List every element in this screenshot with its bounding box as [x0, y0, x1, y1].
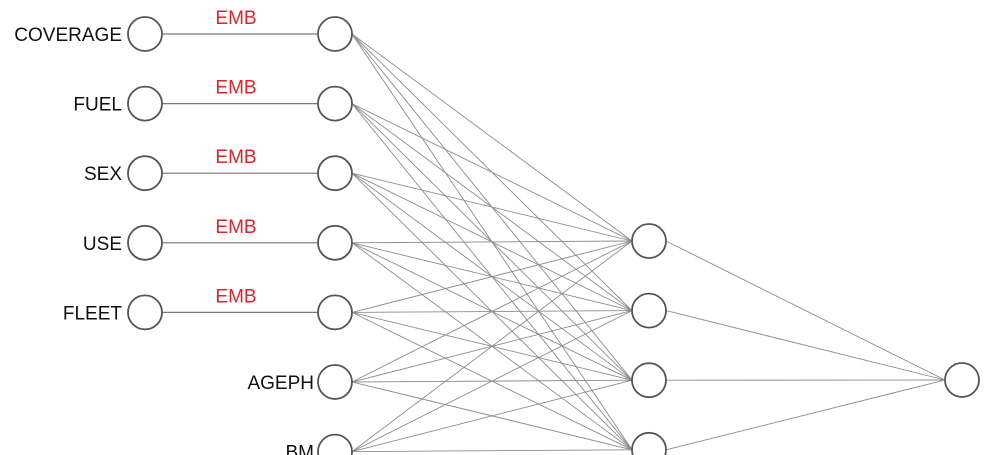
hidden-node: [631, 223, 667, 259]
edge-layer1-5-0: [351, 240, 633, 383]
categorical-input-node: [127, 294, 163, 331]
network-nodes: [127, 16, 980, 455]
edge-layer1-3-0: [351, 240, 633, 244]
edge-layer1-1-0: [351, 103, 633, 242]
hidden-node: [631, 292, 667, 329]
edge-layer1-2-0: [351, 172, 633, 242]
edge-hidden-output-0: [665, 240, 946, 381]
embedding-node: [317, 224, 353, 261]
edge-hidden-output-1: [665, 310, 946, 381]
categorical-input-label: COVERAGE: [14, 25, 122, 46]
continuous-input-label: AGEPH: [247, 373, 314, 394]
connection-edges: [162, 33, 946, 453]
categorical-input-node: [127, 224, 163, 261]
edge-layer1-0-0: [351, 33, 633, 242]
categorical-input-node: [127, 155, 163, 192]
categorical-input-label: USE: [83, 234, 122, 255]
embedding-edge-label: EMB: [215, 78, 256, 99]
continuous-input-label: BM: [286, 443, 315, 455]
embedding-edge-label: EMB: [215, 147, 256, 168]
continuous-input-node: [317, 364, 353, 400]
embedding-node: [317, 155, 353, 192]
embedding-node: [317, 16, 353, 52]
embedding-node: [317, 85, 353, 122]
edge-hidden-output-3: [665, 379, 946, 451]
continuous-input-node: [317, 433, 353, 455]
categorical-input-label: FLEET: [63, 303, 123, 324]
embedding-node: [317, 294, 353, 331]
edge-layer1-4-0: [351, 240, 633, 313]
categorical-input-node: [127, 85, 163, 122]
hidden-node: [631, 431, 667, 455]
edge-layer1-6-3: [351, 449, 633, 453]
edge-layer1-6-0: [351, 240, 633, 452]
categorical-input-node: [127, 16, 163, 52]
output-node: [944, 362, 980, 398]
edge-layer1-6-1: [351, 310, 633, 453]
hidden-node: [631, 362, 667, 399]
categorical-input-label: SEX: [84, 164, 122, 185]
embedding-edge-label: EMB: [215, 8, 256, 29]
embedding-edge-label: EMB: [215, 217, 256, 238]
embedding-edge-label: EMB: [215, 286, 256, 307]
edge-layer1-6-2: [351, 379, 633, 453]
node-labels: EMB COVERAGE EMB FUEL EMB SEX EMB USE EMB FLEET AG…: [14, 8, 314, 455]
categorical-input-label: FUEL: [73, 95, 122, 116]
